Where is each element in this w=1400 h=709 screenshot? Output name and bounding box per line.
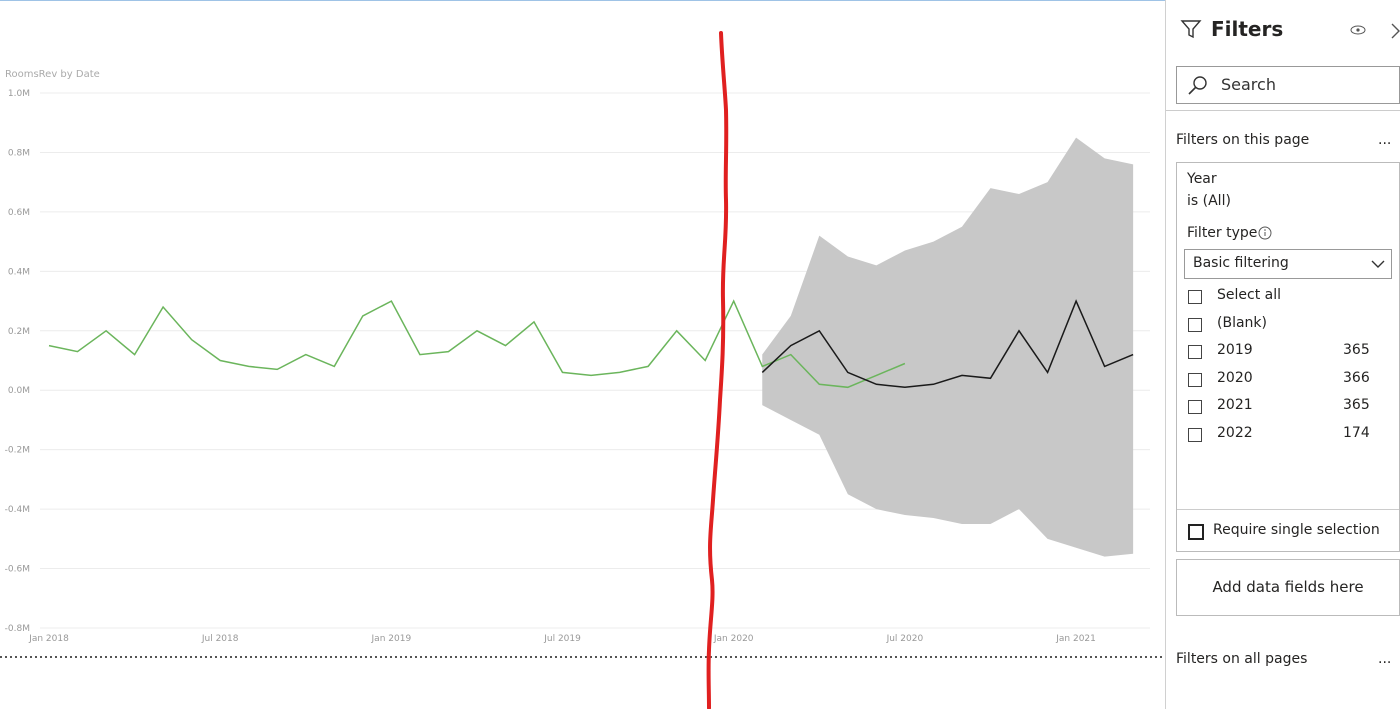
- option-checkbox[interactable]: [1188, 345, 1202, 360]
- y-tick-label: -0.6M: [5, 565, 30, 575]
- section-title: Filters on this page: [1176, 132, 1310, 148]
- x-tick-label: Jan 2020: [713, 634, 754, 644]
- option-checkbox[interactable]: [1188, 317, 1202, 332]
- chart: RoomsRev by Date -0.8M -0.6M -0.4M -0.2M 0.0…: [0, 69, 1165, 658]
- field-name: Year: [1187, 171, 1217, 187]
- filter-icon: [1180, 20, 1202, 39]
- option-label: 2022: [1217, 425, 1253, 441]
- option-count: 365: [1343, 397, 1370, 414]
- single-label: Require single selection: [1213, 522, 1380, 538]
- separator: [1166, 110, 1400, 111]
- top-border: [0, 0, 1400, 1]
- option-label: 2021: [1217, 397, 1253, 414]
- y-tick-label: -0.8M: [5, 624, 30, 634]
- y-tick-label: 0.4M: [8, 267, 30, 277]
- info-icon: [1258, 226, 1272, 240]
- add-fields-well[interactable]: Add data fields here: [1176, 559, 1400, 616]
- filter-card: Year is (All) Filter type Basic filterin…: [1176, 162, 1400, 552]
- y-tick-label: -0.4M: [5, 505, 30, 515]
- annotation-stroke: [706, 31, 729, 709]
- visibility-icon[interactable]: [1349, 22, 1367, 36]
- x-tick-label: Jul 2018: [201, 634, 239, 644]
- x-tick-label: Jan 2021: [1055, 634, 1096, 644]
- series-line: [48, 299, 906, 389]
- option-checkbox[interactable]: [1188, 428, 1202, 442]
- forecast-band: [762, 137, 1134, 557]
- option-count: 365: [1343, 342, 1370, 359]
- more-button[interactable]: ...: [1378, 651, 1392, 667]
- filter-type-value: Basic filtering: [1193, 255, 1289, 271]
- dropdown-arrow: [1371, 260, 1385, 268]
- filter-type-label: Filter type: [1187, 225, 1258, 241]
- more-button[interactable]: ...: [1378, 132, 1392, 148]
- option-label: 2020: [1217, 369, 1253, 386]
- pane-title: Filters: [1211, 17, 1284, 41]
- option-checkbox[interactable]: [1188, 290, 1202, 304]
- separator: [1177, 509, 1399, 510]
- x-tick-label: Jan 2019: [371, 634, 412, 644]
- collapse-icon[interactable]: [1390, 22, 1400, 40]
- search-placeholder: Search: [1221, 75, 1276, 94]
- section-title: Filters on all pages: [1176, 651, 1308, 667]
- x-tick-label: Jul 2020: [886, 634, 924, 644]
- filters-pane: Filters Search Filters on this page ... …: [1165, 0, 1400, 709]
- option-count: 174: [1343, 425, 1370, 441]
- option-label: 2019: [1217, 342, 1253, 359]
- option-label: Select all: [1217, 287, 1281, 303]
- option-count: 366: [1343, 369, 1370, 386]
- y-tick-label: 0.6M: [8, 208, 30, 218]
- y-tick-label: 0.0M: [8, 386, 30, 396]
- search-icon: [1188, 76, 1207, 95]
- x-tick-label: Jan 2018: [28, 634, 69, 644]
- search-box[interactable]: Search: [1176, 66, 1400, 104]
- single-checkbox[interactable]: [1188, 524, 1204, 540]
- series-line: [761, 299, 1134, 389]
- option-label: (Blank): [1217, 314, 1267, 331]
- y-tick-label: 1.0M: [8, 89, 30, 99]
- option-checkbox[interactable]: [1188, 400, 1202, 415]
- y-tick-label: 0.8M: [8, 148, 30, 158]
- y-tick-label: -0.2M: [5, 446, 30, 456]
- y-tick-label: 0.2M: [8, 327, 30, 337]
- filter-state: is (All): [1187, 193, 1231, 209]
- option-checkbox[interactable]: [1188, 372, 1202, 387]
- chart-title: RoomsRev by Date: [5, 69, 100, 80]
- x-tick-label: Jul 2019: [543, 634, 581, 644]
- filter-type-dropdown[interactable]: Basic filtering: [1184, 249, 1392, 279]
